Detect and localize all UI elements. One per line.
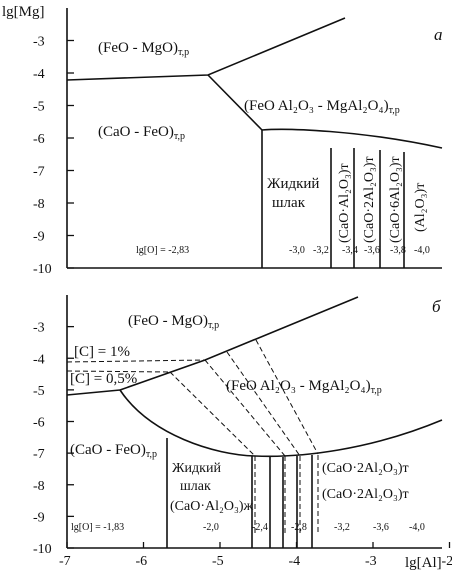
- panel-b-lgo-label: lg[O] = -1,83: [71, 522, 124, 533]
- panel-a: lg[Mg] a -3 -4 -5 -6 -7 -8 -9 -10 (FeO - MgO)т,…: [2, 4, 443, 277]
- panel-b-lgo-value: -2,4: [252, 522, 268, 533]
- panel-b-carbon-05pct: [C] = 0,5%: [70, 371, 137, 387]
- panel-b-xlabel: lg[Al]: [405, 555, 442, 571]
- panel-a-ytick-label: -6: [33, 132, 45, 147]
- panel-a-ticks: -3 -4 -5 -6 -7 -8 -9 -10: [33, 35, 74, 277]
- panel-a-ytick-label: -10: [33, 262, 52, 277]
- panel-a-ylabel: lg[Mg]: [2, 4, 45, 20]
- panel-b-lgo-values: -2,0 -2,4 -2,8 -3,2 -3,6 -4,0: [203, 522, 425, 533]
- panel-b-liquid-slag-1: Жидкий: [172, 461, 221, 476]
- panel-b-liquid-slag-phase: (CaO·Al₂O₃)ж: [170, 499, 254, 514]
- panel-a-ytick-label: -7: [33, 165, 45, 180]
- carbon-1pct-level: [66, 359, 206, 363]
- panel-b-ytick-label: -4: [33, 352, 45, 367]
- panel-a-lgo-value: -3,2: [313, 245, 329, 256]
- panel-b-ytick-label: -7: [33, 447, 45, 462]
- panel-a-lgo-value: -4,0: [414, 245, 430, 256]
- panel-b-xtick-label: -4: [289, 554, 301, 569]
- panel-a-phase-label-1: (CaO·Al₂O₃)т: [337, 163, 352, 243]
- panel-b-x-ticks: -7 -6 -5 -4 -3 -2: [59, 542, 452, 569]
- panel-a-ytick-label: -4: [33, 67, 45, 82]
- panel-a-region-feoal2o3: (FeO Al₂O₃ - MgAl₂O₄)т,р: [244, 98, 400, 116]
- panel-a-diagonal-boundary: [207, 74, 263, 131]
- carbon-dash-3: [226, 351, 301, 457]
- panel-a-region-feo-mgo: (FeO - MgO)т,р: [98, 40, 189, 58]
- carbon-05pct-level: [66, 370, 171, 373]
- panel-b-ytick-label: -9: [33, 510, 45, 525]
- panel-b-lower-left-boundary: [66, 389, 121, 396]
- panel-a-ytick-label: -9: [33, 230, 45, 245]
- panel-a-liquid-slag-1: Жидкий: [267, 176, 319, 192]
- panel-b-carbon-lines: [66, 339, 319, 533]
- panel-a-liquid-slag-2: шлак: [272, 195, 306, 211]
- panel-b-ytick-label: -8: [33, 479, 45, 494]
- panel-a-label: a: [434, 25, 443, 44]
- panel-b-slag-boundary: [119, 389, 443, 458]
- panel-a-lgo-value: -3,0: [289, 245, 305, 256]
- panel-b-lgo-value: -2,0: [203, 522, 219, 533]
- panel-b-lgo-value: -3,6: [373, 522, 389, 533]
- panel-b-lgo-value: -3,2: [334, 522, 350, 533]
- panel-b: б lg[Al] -3 -4 -5 -6 -7 -8 -9 -10 (FeO - MgO)т,…: [33, 295, 452, 571]
- panel-a-ytick-label: -3: [33, 35, 45, 50]
- panel-b-xtick-label: -3: [365, 554, 377, 569]
- carbon-dash-2: [204, 359, 286, 457]
- panel-a-lgo-values: -3,0 -3,2 -3,4 -3,6 -3,8 -4,0: [289, 245, 430, 256]
- panel-a-region-cao-feo: (CaO - FeO)т,р: [98, 124, 185, 142]
- panel-b-phase-label-2: (CaO·2Al₂O₃)т: [322, 487, 409, 502]
- panel-a-ytick-label: -5: [33, 100, 45, 115]
- panel-b-carbon-1pct: [C] = 1%: [74, 344, 130, 360]
- panel-b-region-feoal2o3: (FeO Al₂O₃ - MgAl₂O₄)т,р: [226, 378, 382, 396]
- panel-b-phase-label-1: (CaO·2Al₂O₃)т: [322, 461, 409, 476]
- panel-b-xtick-label: -7: [59, 554, 71, 569]
- panel-b-xtick-label: -2: [442, 554, 452, 569]
- panel-b-upper-boundary: [119, 296, 359, 391]
- panel-a-lgo-label: lg[O] = -2,83: [136, 245, 189, 256]
- panel-b-ytick-label: -3: [33, 321, 45, 336]
- panel-b-xtick-label: -5: [212, 554, 224, 569]
- panel-b-region-cao-feo: (CaO - FeO)т,р: [70, 442, 157, 460]
- panel-a-phase-label-4: (Al₂O₃)т: [413, 183, 428, 232]
- panel-a-lgo-value: -3,6: [364, 245, 380, 256]
- panel-a-ytick-label: -8: [33, 197, 45, 212]
- panel-b-ytick-label: -6: [33, 416, 45, 431]
- panel-a-phase-label-3: (CaO·6Al₂O₃)т: [388, 156, 403, 243]
- panel-a-lgo-value: -3,8: [390, 245, 406, 256]
- panel-b-ytick-label: -5: [33, 384, 45, 399]
- panel-b-label: б: [432, 297, 441, 316]
- panel-b-ytick-label: -10: [33, 542, 52, 557]
- panel-a-phase-label-2: (CaO·2Al₂O₃)т: [362, 156, 377, 243]
- panel-b-lgo-value: -2,8: [291, 522, 307, 533]
- panel-b-ticks: -3 -4 -5 -6 -7 -8 -9 -10: [33, 321, 74, 557]
- panel-b-lgo-value: -4,0: [409, 522, 425, 533]
- panel-b-xtick-label: -6: [136, 554, 148, 569]
- panel-a-lgo-value: -3,4: [342, 245, 358, 256]
- panel-b-liquid-slag-2: шлак: [180, 479, 211, 494]
- panel-b-region-feo-mgo: (FeO - MgO)т,р: [128, 313, 219, 331]
- carbon-dash-4: [255, 339, 319, 455]
- panel-a-slag-boundary: [261, 128, 443, 149]
- carbon-dash-1: [169, 371, 256, 457]
